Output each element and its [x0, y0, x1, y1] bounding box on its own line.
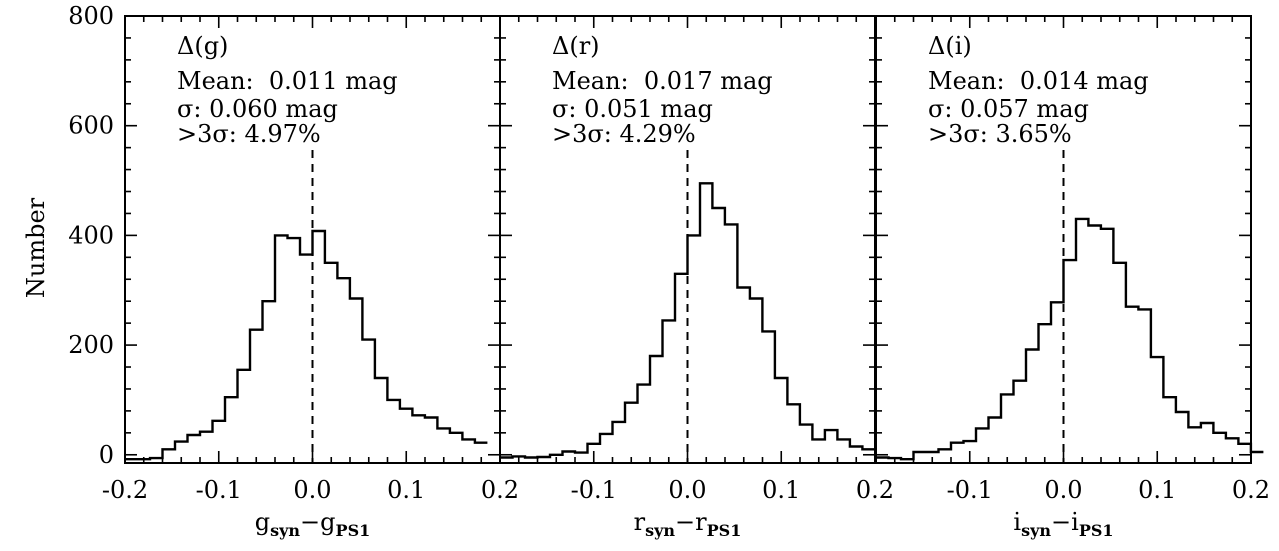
x-label-symbol: −	[675, 508, 695, 536]
outlier-text-g: >3σ: 4.97%	[177, 120, 321, 148]
x-label-symbol: r	[634, 508, 646, 536]
y-tick-label: 200	[68, 331, 114, 359]
x-tick-label: 0.1	[762, 476, 800, 504]
panel-title-g: Δ(g)	[177, 32, 228, 60]
histogram-series	[125, 182, 1264, 461]
x-tick-label: -0.2	[102, 476, 148, 504]
x-tick-label: 0.1	[1138, 476, 1176, 504]
x-label-symbol: r	[695, 508, 707, 536]
x-tick-label: 0.2	[1232, 476, 1270, 504]
x-tick-label: -0.1	[947, 476, 993, 504]
x-tick-label: 0.2	[481, 476, 519, 504]
x-axis-label-i: isyn−iPS1	[1013, 508, 1113, 540]
x-label-symbol: −	[300, 508, 320, 536]
sigma-text-r: σ: 0.051 mag	[552, 95, 713, 123]
x-tick-label: -0.1	[196, 476, 242, 504]
sigma-text-i: σ: 0.057 mag	[928, 95, 1089, 123]
x-axis-label-g: gsyn−gPS1	[255, 508, 371, 540]
x-label-symbol: −	[1051, 508, 1071, 536]
panel-title-i: Δ(i)	[928, 32, 972, 60]
x-label-subscript: PS1	[1079, 521, 1114, 540]
y-tick-label: 0	[99, 441, 114, 469]
outlier-text-r: >3σ: 4.29%	[552, 120, 696, 148]
x-label-symbol: g	[320, 508, 335, 536]
mean-lines	[311, 150, 1065, 463]
outlier-text-i: >3σ: 3.65%	[928, 120, 1072, 148]
mean-text-i: Mean: 0.014 mag	[928, 67, 1149, 95]
x-label-subscript: syn	[645, 521, 675, 540]
y-tick-label: 400	[68, 221, 114, 249]
x-label-subscript: PS1	[707, 521, 742, 540]
y-tick-label: 800	[68, 2, 114, 30]
x-axis-label-r: rsyn−rPS1	[634, 508, 742, 540]
sigma-text-g: σ: 0.060 mag	[177, 95, 338, 123]
x-axis: -0.2 -0.1 0.0 0.1 0.2 -0.1 0.0 0.1 0.2 -0.1 0.0 0.1…	[102, 16, 1270, 504]
y-axis-label: Number	[22, 197, 50, 298]
y-tick-label: 600	[68, 112, 114, 140]
y-axis: 0 200 400 600 800	[68, 2, 1251, 469]
x-label-symbol: i	[1013, 508, 1021, 536]
histogram-g	[125, 229, 488, 461]
x-label-symbol: i	[1071, 508, 1079, 536]
mean-text-r: Mean: 0.017 mag	[552, 67, 773, 95]
x-tick-label: -0.1	[571, 476, 617, 504]
panel-title-r: Δ(r)	[552, 32, 600, 60]
x-label-symbol: g	[255, 508, 270, 536]
x-tick-label: 0.0	[668, 476, 706, 504]
x-tick-label: 0.2	[856, 476, 894, 504]
x-tick-label: 0.0	[1044, 476, 1082, 504]
x-axis-labels: gsyn−gPS1 rsyn−rPS1 isyn−iPS1	[255, 508, 1114, 540]
x-label-subscript: PS1	[336, 521, 371, 540]
mean-text-g: Mean: 0.011 mag	[177, 67, 398, 95]
histogram-i	[876, 217, 1264, 461]
x-label-subscript: syn	[270, 521, 300, 540]
x-tick-label: 0.1	[387, 476, 425, 504]
x-label-subscript: syn	[1021, 521, 1051, 540]
x-tick-label: 0.0	[293, 476, 331, 504]
